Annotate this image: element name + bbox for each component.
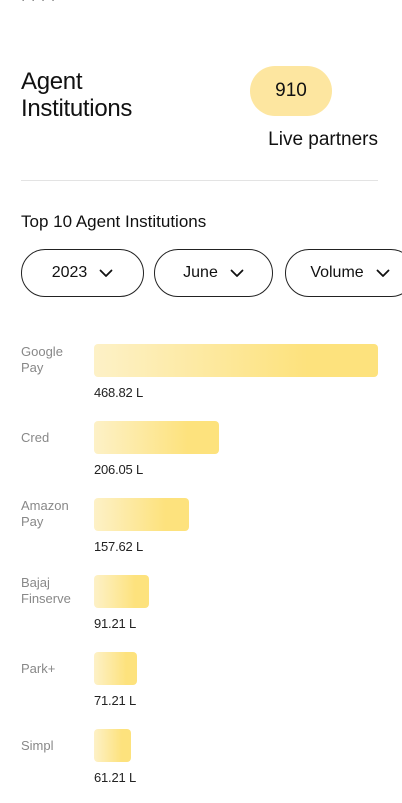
category-label: Cred (21, 430, 50, 445)
category-label: Bajaj Finserve (21, 575, 71, 606)
value-label: 61.21 L (94, 770, 136, 785)
page-title-line2: Institutions (21, 95, 133, 122)
divider (21, 180, 378, 181)
bar (94, 344, 378, 377)
bar (94, 729, 131, 762)
metric-filter-value: Volume (310, 264, 364, 281)
chevron-down-icon (376, 269, 390, 277)
value-label: 206.05 L (94, 462, 144, 477)
value-label: 71.21 L (94, 693, 136, 708)
value-label: 468.82 L (94, 385, 144, 400)
metric-filter-dropdown[interactable]: Volume (285, 249, 402, 297)
page-title: Agent Institutions (21, 68, 132, 122)
month-filter-dropdown[interactable]: June (154, 249, 273, 297)
category-label: Park+ (21, 661, 56, 676)
bar (94, 652, 137, 685)
value-label: 157.62 L (94, 539, 144, 554)
top-cutoff-text: · · · · (21, 0, 56, 7)
live-partners-count-badge: 910 (250, 66, 332, 116)
chevron-down-icon (230, 269, 244, 277)
section-title: Top 10 Agent Institutions (21, 212, 207, 231)
live-partners-caption: Live partners (268, 129, 378, 150)
page-title-line1: Agent (21, 68, 83, 95)
bar (94, 421, 219, 454)
month-filter-value: June (183, 264, 218, 281)
year-filter-value: 2023 (51, 264, 88, 281)
chevron-down-icon (99, 269, 113, 277)
value-label: 91.21 L (94, 616, 136, 631)
category-label: Amazon Pay (21, 498, 69, 529)
bar (94, 575, 149, 608)
category-label: Google Pay (21, 344, 63, 375)
bar (94, 498, 189, 531)
year-filter-dropdown[interactable]: 2023 (21, 249, 144, 297)
category-label: Simpl (21, 738, 54, 753)
live-partners-count: 910 (275, 80, 307, 101)
